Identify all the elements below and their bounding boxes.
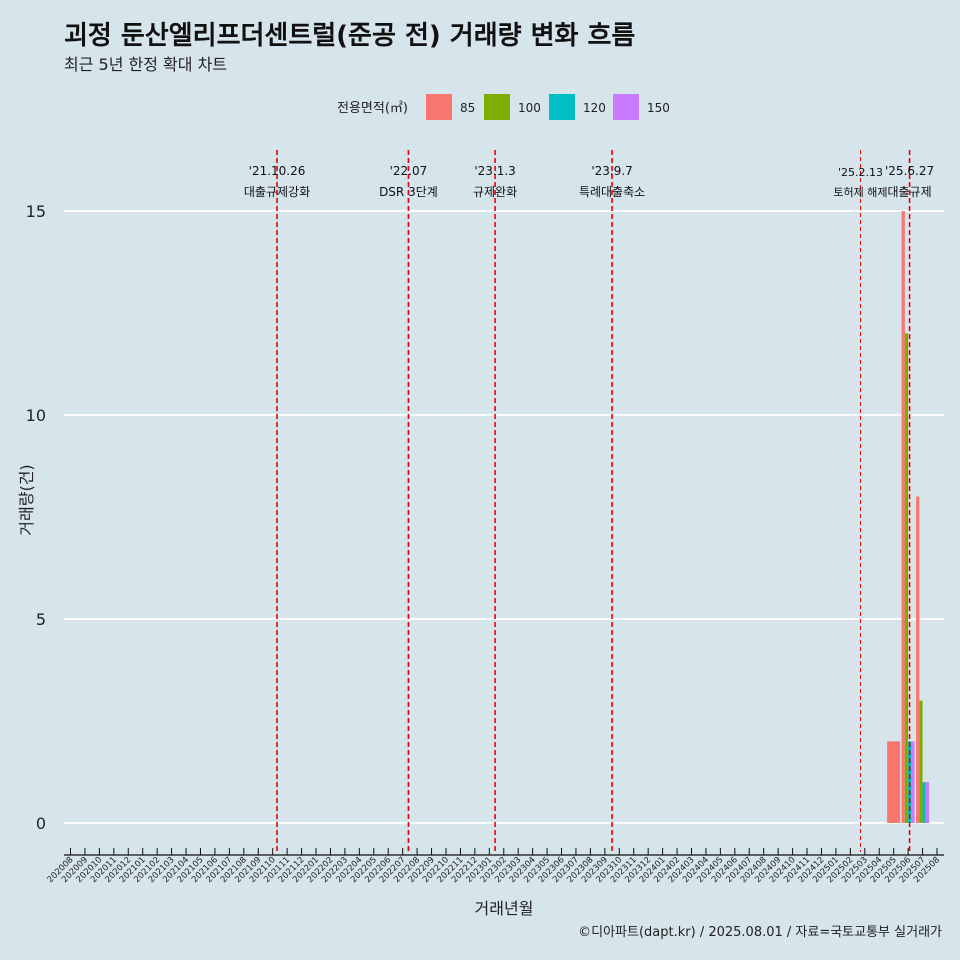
bar-202505-85 [887,741,901,823]
gridlines [64,210,944,824]
bar-202507-100 [919,700,923,823]
y-tick-label-0: 0 [36,814,46,833]
event-date-6: '25.6.27 [885,164,934,178]
event-date-1: '21.10.26 [249,164,306,178]
chart-title: 괴정 둔산엘리프더센트럴(준공 전) 거래량 변화 흐름 [64,21,635,51]
bar-202506-150 [911,741,915,823]
x-axis-title: 거래년월 [475,899,534,918]
legend-label-100: 100 [518,101,541,115]
legend-label-120: 120 [583,101,606,115]
y-axis-title: 거래량(건) [17,464,36,535]
legend-label-85: 85 [460,101,475,115]
chart-subtitle: 최근 5년 한정 확대 차트 [64,55,227,74]
bar-202507-85 [916,496,920,823]
legend-swatch-100 [484,94,510,120]
legend-title: 전용면적(㎡) [337,101,408,116]
event-date-5: '25.2.13 [838,166,883,179]
bar-202506-85 [901,211,905,823]
bar-202507-150 [925,782,930,823]
legend: 전용면적(㎡) 85 100 120 150 [337,94,670,120]
legend-swatch-85 [426,94,452,120]
legend-label-150: 150 [647,101,670,115]
event-date-2: '22.07 [390,164,428,178]
bar-202506-100 [904,333,909,823]
y-axis: 0 5 10 15 [26,202,46,833]
event-label-4: 특례대출축소 [579,185,645,199]
event-label-2: DSR 3단계 [379,185,438,199]
caption: ©디아파트(dapt.kr) / 2025.08.01 / 자료=국토교통부 실… [578,925,942,940]
event-lines: '21.10.26 대출규제강화 '22.07 DSR 3단계 '23.1.3 규제완화 '… [244,150,934,852]
event-date-4: '23.9.7 [591,164,632,178]
event-label-6: 대출규제 [887,185,931,199]
legend-swatch-150 [613,94,639,120]
event-label-5: 토허제 해제 [833,185,887,199]
legend-swatch-120 [549,94,575,120]
y-tick-label-5: 5 [36,610,46,629]
x-axis: 2020082020092020102020112020122021012021… [46,848,944,885]
y-tick-label-10: 10 [26,406,46,425]
event-label-1: 대출규제강화 [244,185,310,199]
event-date-3: '23.1.3 [474,164,515,178]
event-label-3: 규제완화 [473,185,517,199]
y-tick-label-15: 15 [26,202,46,221]
bar-202507-120 [922,782,926,823]
bars [887,211,930,823]
